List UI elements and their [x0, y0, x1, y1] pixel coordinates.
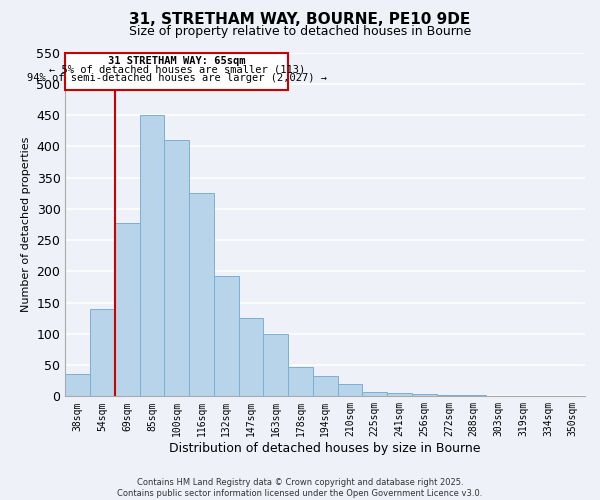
Bar — [90, 309, 115, 396]
Text: 31, STRETHAM WAY, BOURNE, PE10 9DE: 31, STRETHAM WAY, BOURNE, PE10 9DE — [130, 12, 470, 28]
Bar — [239, 318, 263, 396]
Bar — [189, 193, 214, 396]
Y-axis label: Number of detached properties: Number of detached properties — [21, 136, 31, 312]
Bar — [214, 276, 239, 396]
Bar — [387, 393, 412, 396]
Bar — [362, 392, 387, 396]
X-axis label: Distribution of detached houses by size in Bourne: Distribution of detached houses by size … — [169, 442, 481, 455]
Bar — [115, 222, 140, 396]
Bar — [140, 115, 164, 396]
Bar — [437, 395, 461, 396]
Text: 94% of semi-detached houses are larger (2,027) →: 94% of semi-detached houses are larger (… — [27, 73, 327, 83]
Bar — [338, 384, 362, 396]
Bar — [461, 395, 486, 396]
Bar — [288, 367, 313, 396]
Text: Size of property relative to detached houses in Bourne: Size of property relative to detached ho… — [129, 25, 471, 38]
Bar — [263, 334, 288, 396]
Bar — [164, 140, 189, 396]
Text: 31 STRETHAM WAY: 65sqm: 31 STRETHAM WAY: 65sqm — [108, 56, 245, 66]
Bar — [313, 376, 338, 396]
FancyBboxPatch shape — [65, 52, 288, 90]
Text: ← 5% of detached houses are smaller (113): ← 5% of detached houses are smaller (113… — [49, 64, 305, 74]
Bar — [65, 374, 90, 396]
Text: Contains HM Land Registry data © Crown copyright and database right 2025.
Contai: Contains HM Land Registry data © Crown c… — [118, 478, 482, 498]
Bar — [412, 394, 437, 396]
